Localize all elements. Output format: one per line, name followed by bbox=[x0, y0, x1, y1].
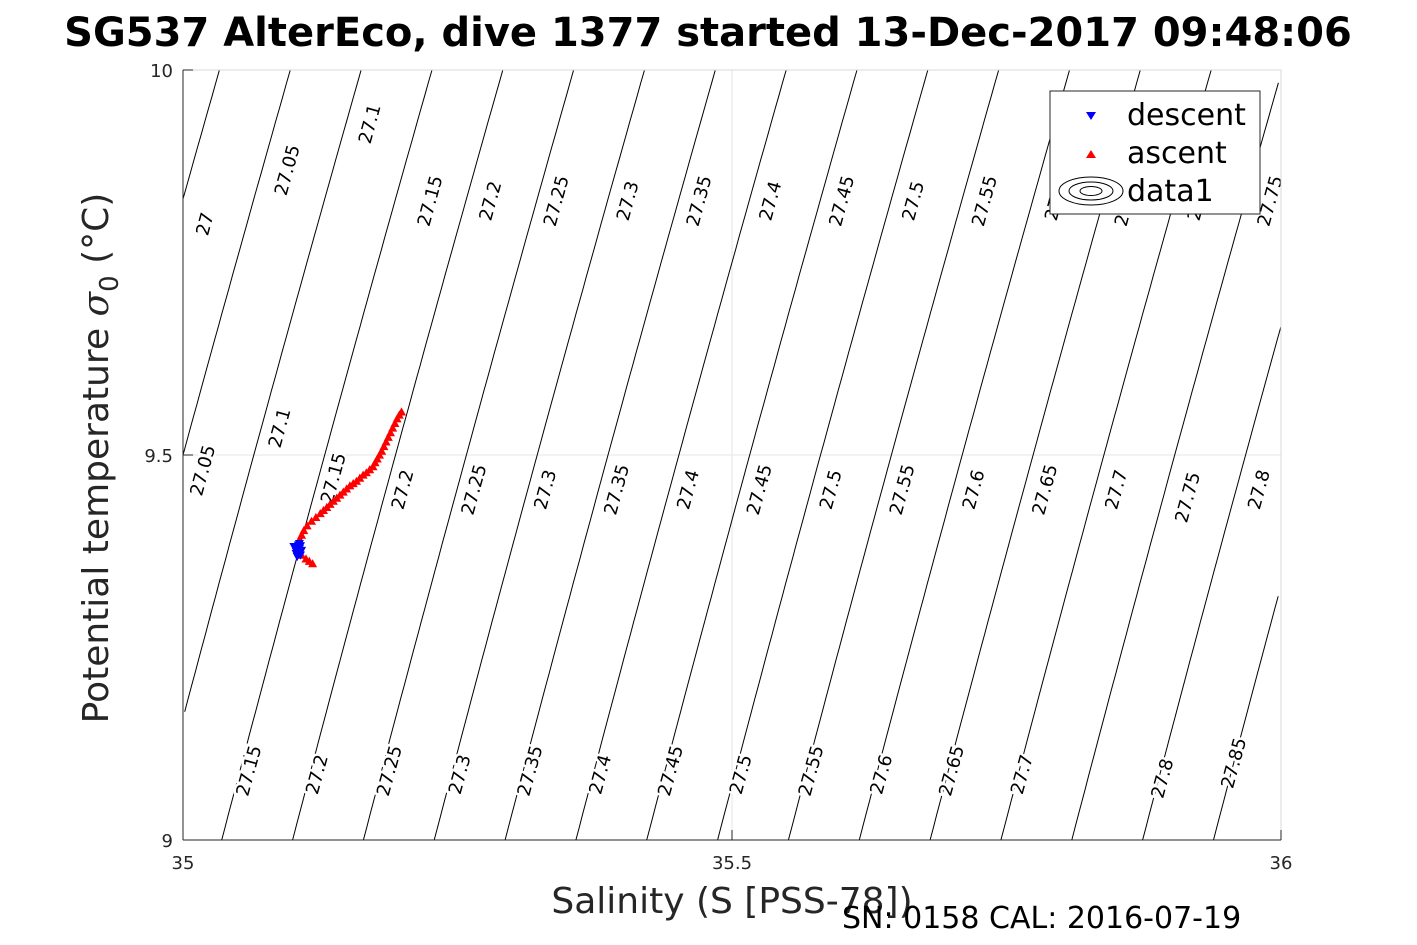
isopycnal-27.05 bbox=[184, 69, 362, 712]
density-contours bbox=[182, 69, 1282, 841]
y-tick-label: 9.5 bbox=[144, 446, 173, 467]
legend-data1-label: data1 bbox=[1127, 174, 1214, 209]
ascent-point bbox=[390, 418, 400, 427]
ascent-point bbox=[307, 516, 316, 525]
isopycnal-27.55 bbox=[858, 69, 1070, 841]
ascent-point bbox=[397, 407, 406, 416]
isopycnal-27.75 bbox=[1142, 326, 1282, 841]
legend-data1-contour-icon bbox=[1058, 176, 1124, 206]
chart-title: SG537 AlterEco, dive 1377 started 13-Dec… bbox=[64, 10, 1352, 56]
y-tick-label: 9 bbox=[162, 831, 173, 852]
grid bbox=[183, 70, 1281, 840]
ascent-point bbox=[377, 446, 387, 455]
legend-descent-label: descent bbox=[1127, 98, 1246, 133]
descent-point bbox=[291, 547, 301, 556]
calibration-footer: SN: 0158 CAL: 2016-07-19 bbox=[842, 901, 1241, 936]
legend-ascent-marker bbox=[1086, 150, 1096, 158]
ascent-point bbox=[388, 423, 398, 432]
y-axis-label-main: Potential temperature bbox=[76, 316, 117, 723]
legend-ascent-label: ascent bbox=[1127, 136, 1227, 171]
isopycnal-27.15 bbox=[292, 69, 504, 841]
isopycnal-27.25 bbox=[433, 69, 645, 841]
ascent-point bbox=[302, 521, 312, 530]
data-points bbox=[289, 407, 406, 568]
isopycnal-27.00 bbox=[182, 69, 291, 456]
x-tick-label: 35.5 bbox=[712, 853, 752, 874]
descent-point bbox=[292, 553, 302, 562]
ascent-point bbox=[299, 526, 309, 535]
isopycnal-27.45 bbox=[717, 69, 929, 841]
ascent-point bbox=[381, 437, 391, 446]
isopycnal-27.20 bbox=[362, 69, 575, 841]
isopycnal-27.50 bbox=[787, 69, 1000, 841]
y-axis-label-symbol: σ bbox=[76, 290, 117, 316]
isopycnal-26.95 bbox=[182, 69, 220, 199]
y-axis-label: Potential temperature σ0 (°C) bbox=[76, 193, 125, 724]
x-axis-label: Salinity (S [PSS-78]) bbox=[551, 881, 912, 922]
ascent-point bbox=[383, 432, 393, 441]
isopycnal-27.35 bbox=[575, 69, 787, 841]
x-tick-label: 36 bbox=[1270, 853, 1293, 874]
legend-descent-marker bbox=[1086, 112, 1096, 120]
y-axis-label-subscript: 0 bbox=[95, 275, 125, 292]
isopycnal-27.80 bbox=[1213, 596, 1279, 841]
ascent-point bbox=[297, 530, 307, 539]
descent-point bbox=[289, 543, 299, 552]
descent-point bbox=[296, 542, 305, 551]
axis-ticks: 35 35.5 36 9 9.5 10 bbox=[144, 61, 1292, 874]
ascent-point bbox=[301, 554, 311, 563]
isopycnal-27.40 bbox=[646, 69, 858, 841]
legend-box bbox=[1049, 90, 1261, 215]
y-axis-label-unit: (°C) bbox=[76, 193, 117, 276]
y-tick-label: 10 bbox=[150, 61, 173, 82]
isopycnal-27.10 bbox=[221, 69, 433, 841]
x-tick-label: 35 bbox=[172, 853, 195, 874]
legend: descent ascent data1 bbox=[1049, 90, 1261, 215]
ascent-point bbox=[386, 428, 395, 437]
ascent-point bbox=[379, 442, 389, 451]
isopycnal-27.30 bbox=[504, 69, 716, 841]
